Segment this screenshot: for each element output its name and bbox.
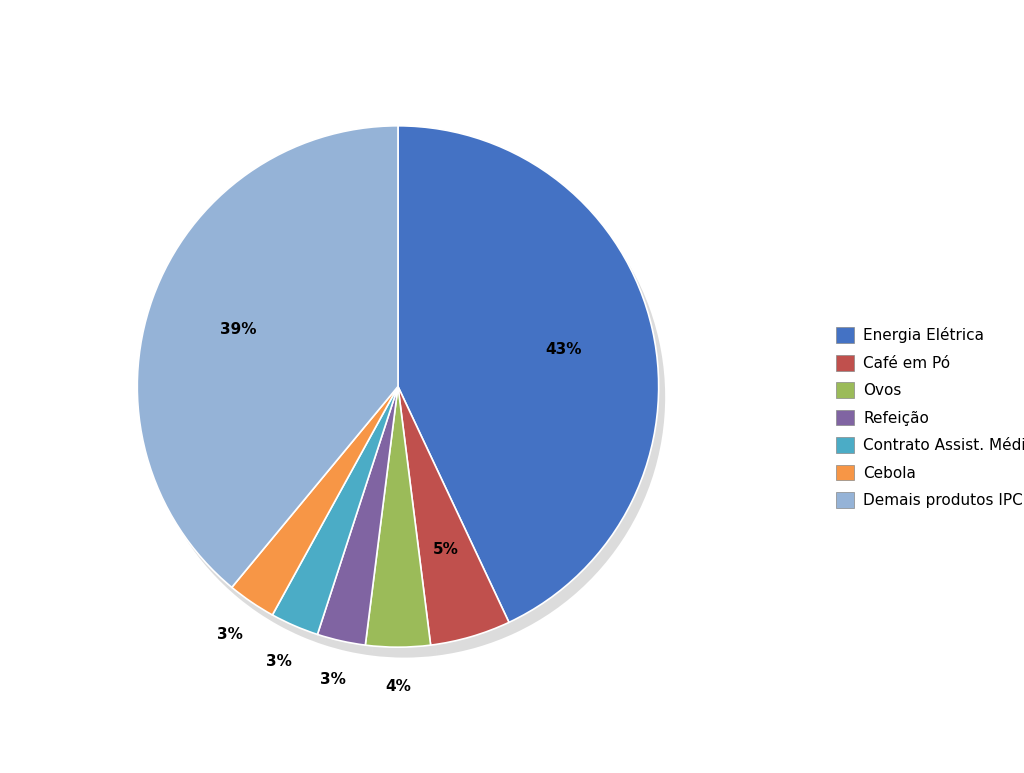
Text: 4%: 4%: [385, 679, 411, 694]
Wedge shape: [279, 397, 404, 645]
Wedge shape: [137, 126, 398, 587]
Wedge shape: [398, 386, 509, 645]
Text: 43%: 43%: [545, 342, 582, 357]
Wedge shape: [317, 386, 398, 645]
Text: 3%: 3%: [266, 654, 292, 669]
Wedge shape: [372, 397, 437, 658]
Wedge shape: [366, 386, 431, 647]
Wedge shape: [239, 397, 404, 625]
Text: 3%: 3%: [319, 672, 345, 686]
Wedge shape: [324, 397, 404, 656]
Text: 5%: 5%: [432, 542, 458, 557]
Text: 3%: 3%: [216, 627, 243, 642]
Text: 39%: 39%: [220, 322, 257, 336]
Legend: Energia Elétrica, Café em Pó, Ovos, Refeição, Contrato Assist. Médica, Cebola, D: Energia Elétrica, Café em Pó, Ovos, Refe…: [836, 328, 1024, 508]
Wedge shape: [231, 386, 398, 615]
Wedge shape: [404, 397, 515, 656]
Wedge shape: [398, 126, 658, 622]
Wedge shape: [272, 386, 398, 635]
Wedge shape: [404, 136, 666, 633]
Wedge shape: [143, 136, 404, 598]
